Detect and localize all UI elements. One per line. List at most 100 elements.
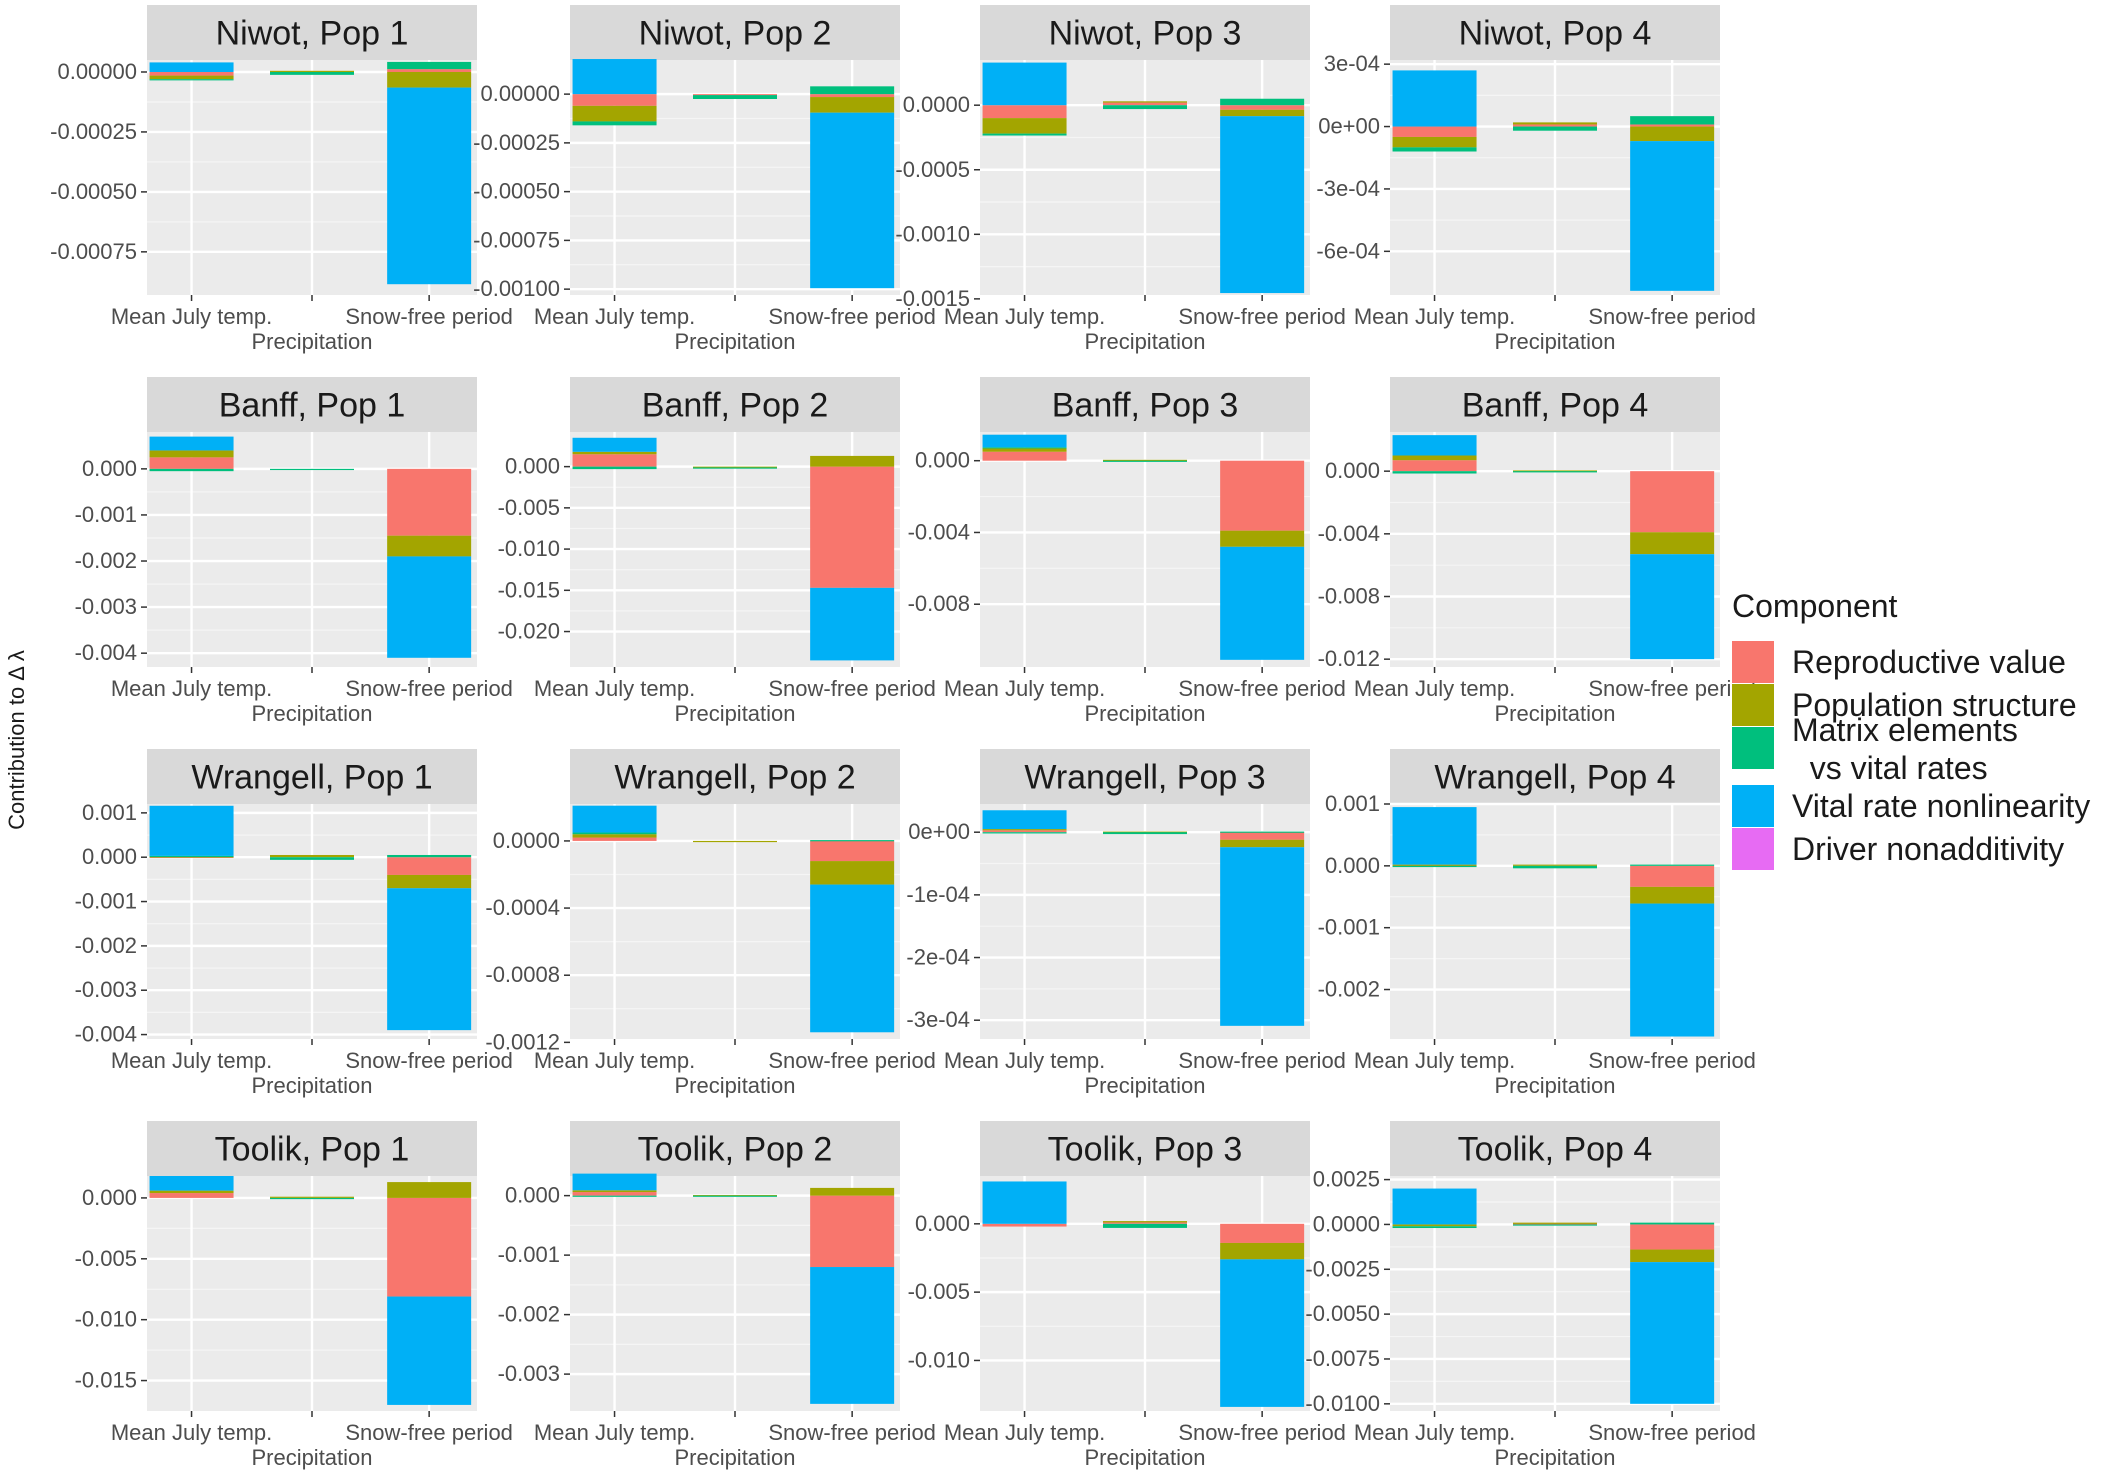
facet-panel: Banff, Pop 1 0.000 -0.001 -0.002 -0.003 -0.00… bbox=[75, 377, 513, 726]
bar-segment bbox=[810, 94, 895, 98]
y-tick-label: -0.003 bbox=[498, 1361, 560, 1386]
y-tick-label: -0.001 bbox=[75, 889, 137, 914]
y-tick-label: 0.000 bbox=[915, 1211, 970, 1236]
facet-strip bbox=[147, 5, 477, 60]
y-tick-label: -0.00025 bbox=[473, 130, 560, 155]
bar-segment bbox=[270, 71, 354, 75]
bar-segment bbox=[387, 854, 472, 858]
bar-segment bbox=[270, 468, 354, 471]
y-tick-label: 0.0025 bbox=[1313, 1167, 1380, 1192]
y-tick-label: -0.0050 bbox=[1305, 1301, 1380, 1326]
y-tick-label: -0.010 bbox=[908, 1347, 970, 1372]
facet-strip bbox=[147, 749, 477, 804]
bar-segment bbox=[693, 95, 777, 100]
panel-grid: Niwot, Pop 1 0.00000 -0.00025 -0.00050 -0.00… bbox=[50, 5, 1756, 1470]
facet-title: Wrangell, Pop 3 bbox=[1024, 759, 1265, 797]
x-tick-label: Mean July temp. bbox=[944, 1048, 1105, 1073]
bar-segment bbox=[1103, 459, 1187, 462]
x-tick-label: Snow-free period bbox=[768, 304, 936, 329]
y-tick-label: 0.001 bbox=[1325, 791, 1380, 816]
bar-segment bbox=[149, 1193, 234, 1198]
y-tick-label: -3e-04 bbox=[906, 1007, 970, 1032]
facet-strip bbox=[980, 1121, 1310, 1176]
legend-key bbox=[1732, 641, 1774, 683]
x-tick-label: Mean July temp. bbox=[944, 1420, 1105, 1445]
bar-segment bbox=[1630, 1249, 1715, 1263]
y-tick-label: -0.0025 bbox=[1305, 1256, 1380, 1281]
bar-segment bbox=[1392, 807, 1477, 865]
x-tick-label: Precipitation bbox=[674, 701, 795, 726]
y-tick-label: -0.004 bbox=[75, 640, 137, 665]
bar-segment bbox=[149, 805, 234, 856]
legend-title: Component bbox=[1732, 588, 1898, 624]
x-tick-label: Snow-free period bbox=[768, 676, 936, 701]
bar-segment bbox=[982, 1223, 1067, 1227]
bar-segment bbox=[1220, 1223, 1305, 1243]
y-tick-label: -0.003 bbox=[75, 594, 137, 619]
y-tick-label: -0.005 bbox=[75, 1246, 137, 1271]
bar-segment bbox=[693, 467, 777, 469]
y-tick-label: 0.000 bbox=[505, 1183, 560, 1208]
y-tick-label: -0.010 bbox=[75, 1307, 137, 1332]
bar-segment bbox=[1630, 1224, 1715, 1250]
bar-segment bbox=[1513, 865, 1597, 869]
bar-segment bbox=[693, 1195, 777, 1197]
y-tick-label: 0.000 bbox=[82, 456, 137, 481]
bar-segment bbox=[982, 62, 1067, 106]
facet-strip bbox=[1390, 749, 1720, 804]
bar-segment bbox=[149, 436, 234, 451]
y-tick-label: -0.0008 bbox=[485, 962, 560, 987]
x-tick-label: Mean July temp. bbox=[534, 1048, 695, 1073]
y-tick-label: 0.000 bbox=[915, 448, 970, 473]
bar-segment bbox=[1220, 1259, 1305, 1407]
legend-label: Matrix elements vs vital rates bbox=[1792, 712, 2018, 786]
facet-panel: Toolik, Pop 1 0.000 -0.005 -0.010 -0.015 Mean… bbox=[75, 1121, 513, 1470]
bar-segment bbox=[982, 434, 1067, 448]
x-tick-label: Mean July temp. bbox=[111, 676, 272, 701]
bar-segment bbox=[270, 1196, 354, 1198]
bar-segment bbox=[387, 556, 472, 658]
facet-title: Niwot, Pop 2 bbox=[639, 15, 832, 53]
bar-segment bbox=[1220, 530, 1305, 547]
facet-strip bbox=[147, 1121, 477, 1176]
facet-panel: Niwot, Pop 3 0.0000 -0.0005 -0.0010 -0.0015M… bbox=[895, 5, 1346, 354]
facet-panel: Wrangell, Pop 4 0.001 0.000 -0.001 -0.002 Mea… bbox=[1318, 749, 1756, 1098]
x-tick-label: Snow-free period bbox=[1588, 1420, 1756, 1445]
facet-title: Banff, Pop 2 bbox=[642, 387, 829, 425]
y-tick-label: -0.005 bbox=[908, 1279, 970, 1304]
facet-strip bbox=[570, 5, 900, 60]
y-tick-label: 0.0000 bbox=[903, 92, 970, 117]
y-tick-label: 0.001 bbox=[82, 800, 137, 825]
facet-strip bbox=[570, 1121, 900, 1176]
bar-segment bbox=[1392, 1226, 1477, 1229]
legend-label: Vital rate nonlinearity bbox=[1792, 788, 2090, 824]
bar-segment bbox=[387, 71, 472, 88]
bar-segment bbox=[387, 87, 472, 285]
bar-segment bbox=[1103, 101, 1187, 103]
bar-segment bbox=[1630, 554, 1715, 660]
x-tick-label: Precipitation bbox=[1494, 701, 1615, 726]
legend-label-line: vs vital rates bbox=[1792, 750, 1988, 786]
bar-segment bbox=[572, 1192, 657, 1196]
bar-segment bbox=[982, 447, 1067, 449]
bar-segment bbox=[572, 437, 657, 452]
bar-segment bbox=[387, 888, 472, 1031]
bar-segment bbox=[810, 1267, 895, 1404]
x-tick-label: Mean July temp. bbox=[111, 1420, 272, 1445]
bar-segment bbox=[1392, 471, 1477, 474]
bar-segment bbox=[1513, 124, 1597, 127]
y-tick-label: -0.005 bbox=[498, 495, 560, 520]
bar-segment bbox=[982, 810, 1067, 830]
facet-title: Banff, Pop 1 bbox=[219, 387, 406, 425]
facet-title: Toolik, Pop 2 bbox=[638, 1131, 833, 1169]
bar-segment bbox=[1220, 460, 1305, 531]
y-tick-label: 0e+00 bbox=[1318, 114, 1380, 139]
bar-segment bbox=[387, 874, 472, 889]
bar-segment bbox=[1103, 832, 1187, 835]
x-tick-label: Mean July temp. bbox=[1354, 1420, 1515, 1445]
facet-strip bbox=[570, 377, 900, 432]
bar-segment bbox=[1220, 109, 1305, 117]
x-tick-label: Mean July temp. bbox=[1354, 1048, 1515, 1073]
y-tick-label: -0.015 bbox=[75, 1368, 137, 1393]
bar-segment bbox=[982, 448, 1067, 452]
